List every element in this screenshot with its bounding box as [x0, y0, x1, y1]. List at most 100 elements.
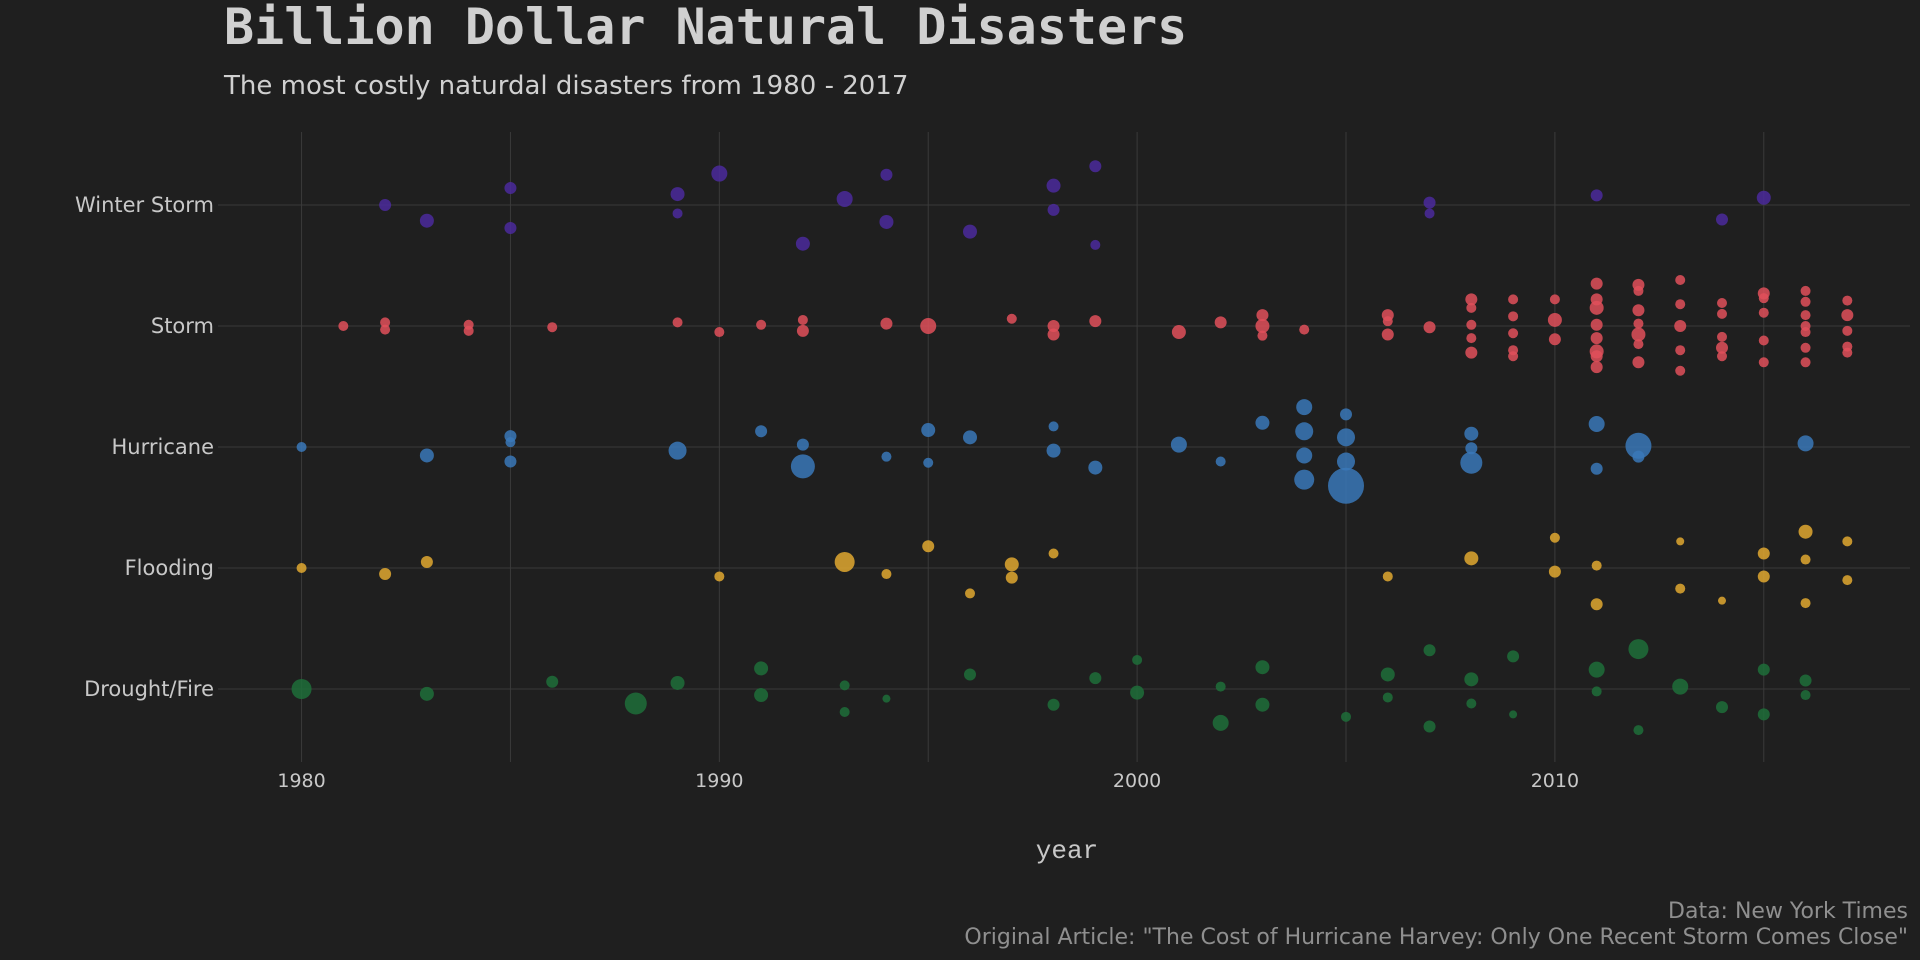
data-point: [1631, 327, 1646, 342]
data-point: [920, 318, 937, 334]
data-point: [1718, 596, 1726, 605]
data-point: [1590, 277, 1603, 290]
data-point: [1588, 416, 1605, 433]
data-point: [668, 441, 687, 460]
data-point: [1337, 428, 1355, 447]
data-point: [1590, 189, 1603, 202]
data-point: [1340, 408, 1352, 421]
data-point: [923, 457, 934, 468]
data-point: [1424, 208, 1435, 219]
y-tick-label: Drought/Fire: [84, 677, 214, 701]
data-point: [1800, 598, 1811, 609]
data-point: [1132, 654, 1143, 665]
caption-data-source: Data: New York Times: [1668, 899, 1908, 924]
data-point: [796, 438, 809, 451]
data-point: [756, 319, 767, 330]
data-point: [1590, 598, 1603, 611]
data-point: [755, 425, 768, 438]
data-point: [714, 571, 725, 582]
data-point: [1798, 524, 1813, 539]
data-point: [380, 324, 391, 335]
data-point: [1633, 285, 1644, 296]
data-point: [839, 706, 850, 717]
data-point: [1590, 350, 1603, 363]
y-tick-label: Winter Storm: [75, 193, 214, 217]
data-point: [754, 688, 769, 703]
data-point: [1507, 650, 1520, 663]
data-point: [1214, 316, 1227, 329]
data-point: [1716, 341, 1728, 354]
data-point: [1632, 450, 1645, 463]
data-point: [1758, 307, 1769, 318]
data-point: [836, 190, 853, 207]
data-point: [1625, 432, 1652, 459]
data-point: [1004, 557, 1019, 572]
data-point: [296, 442, 307, 452]
data-point: [504, 455, 517, 468]
data-point: [1797, 435, 1814, 452]
data-point: [1842, 575, 1853, 586]
data-point: [1382, 692, 1393, 703]
x-axis-label: year: [1036, 836, 1098, 866]
chart-title: Billion Dollar Natural Disasters: [224, 0, 1187, 56]
data-point: [1675, 275, 1686, 286]
data-point: [1632, 356, 1645, 369]
x-tick-label: 2010: [1531, 770, 1579, 792]
data-point: [1381, 328, 1394, 341]
data-point: [1800, 554, 1811, 565]
data-point: [1508, 328, 1519, 339]
x-tick-label: 1990: [695, 770, 743, 792]
data-point: [1047, 320, 1060, 332]
data-point: [1672, 678, 1689, 695]
data-point: [880, 168, 893, 181]
data-point: [1423, 720, 1436, 733]
data-point: [1337, 452, 1355, 471]
data-point: [1591, 560, 1602, 571]
data-point: [1757, 663, 1770, 676]
data-point: [1800, 296, 1811, 307]
data-point: [379, 199, 392, 211]
data-point: [1464, 551, 1479, 566]
data-point: [1588, 661, 1605, 678]
data-point: [672, 317, 683, 328]
data-point: [1675, 299, 1686, 310]
data-point: [1548, 333, 1561, 346]
x-tick-label: 2000: [1113, 770, 1161, 792]
data-point: [1548, 565, 1561, 578]
data-point: [1758, 357, 1769, 368]
data-point: [1089, 315, 1102, 328]
data-point: [1341, 711, 1351, 722]
data-points: [291, 160, 1854, 736]
data-point: [1255, 660, 1270, 675]
y-axis-ticks: Drought/Fire Flooding Hurricane Storm Winter…: [75, 193, 214, 701]
data-point: [547, 322, 558, 333]
data-point: [1005, 571, 1018, 584]
data-point: [1717, 351, 1727, 362]
data-point: [1047, 328, 1060, 341]
data-point: [1842, 325, 1853, 336]
data-point: [1215, 456, 1226, 467]
data-point: [963, 224, 977, 239]
data-point: [1089, 672, 1102, 685]
data-point: [754, 661, 769, 676]
data-point: [504, 221, 517, 234]
data-point: [504, 182, 517, 195]
data-point: [1589, 300, 1604, 315]
data-point: [1215, 681, 1226, 692]
y-tick-label: Flooding: [125, 556, 214, 580]
data-point: [1800, 690, 1811, 701]
data-point: [1717, 298, 1727, 309]
data-point: [1423, 196, 1436, 209]
data-point: [672, 208, 683, 219]
data-point: [879, 214, 894, 229]
data-point: [921, 423, 936, 438]
grid: [218, 132, 1910, 762]
data-point: [1423, 321, 1436, 334]
data-point: [1590, 318, 1603, 331]
data-point: [922, 540, 935, 553]
data-point: [1800, 357, 1811, 368]
data-point: [1382, 316, 1393, 327]
data-point: [1328, 467, 1364, 504]
data-point: [1633, 725, 1644, 736]
